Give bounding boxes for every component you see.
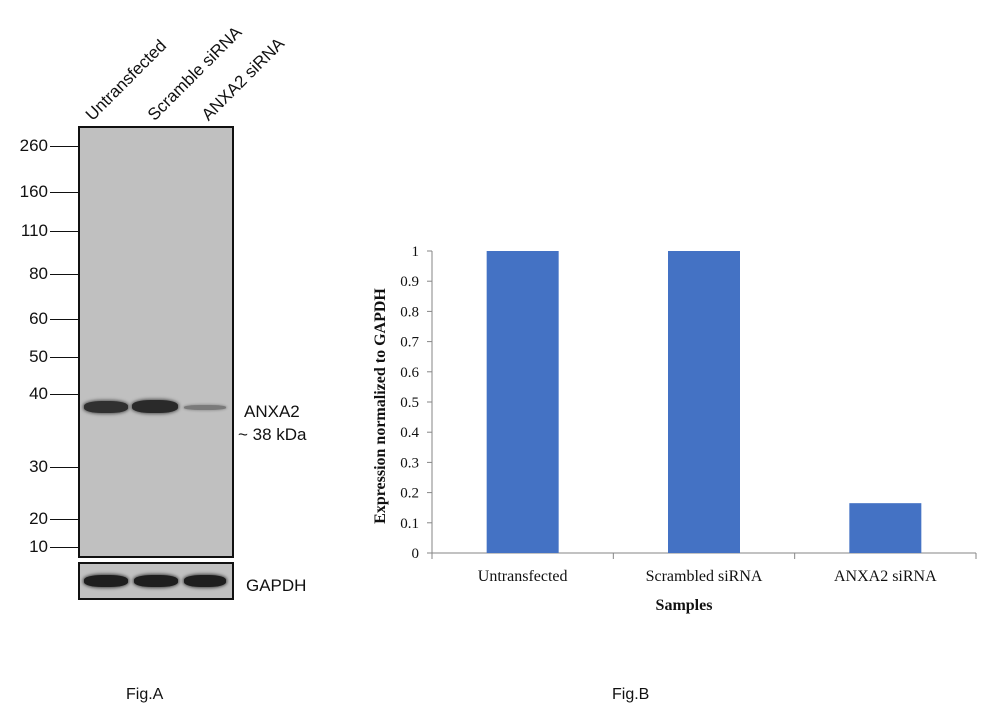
y-tick-label: 0.1	[400, 516, 419, 532]
y-tick-label: 0.8	[400, 304, 419, 320]
mw-tick	[50, 192, 78, 193]
mw-marker-10: 10	[29, 537, 48, 556]
gapdh-band-scramble	[134, 575, 178, 587]
x-tick-label: Untransfected	[478, 568, 568, 585]
bar-anxa2-sirna	[849, 503, 922, 553]
anxa2-band-anxa2-sirna	[184, 405, 226, 410]
y-tick-label: 0.4	[400, 425, 419, 441]
mw-tick	[50, 467, 78, 468]
y-axis-title: Expression normalized to GAPDH	[372, 288, 389, 524]
mw-tick	[50, 519, 78, 520]
gapdh-band-anxa2-sirna	[184, 575, 226, 587]
anxa2-band-scramble	[132, 400, 178, 413]
band-size-label: ~ 38 kDa	[238, 425, 307, 444]
mw-marker-50: 50	[29, 347, 48, 366]
anxa2-band-untransfected	[84, 401, 128, 413]
y-tick-label: 0.5	[400, 395, 419, 411]
mw-marker-20: 20	[29, 509, 48, 528]
y-tick-label: 0.3	[400, 455, 419, 471]
bar-untransfected	[486, 251, 559, 553]
y-tick-label: 0.2	[400, 486, 419, 502]
mw-tick	[50, 231, 78, 232]
mw-tick	[50, 394, 78, 395]
y-tick-label: 1	[412, 244, 420, 260]
x-axis-title: Samples	[656, 597, 713, 614]
mw-marker-40: 40	[29, 384, 48, 403]
fig-b-caption: Fig.B	[612, 686, 650, 703]
mw-marker-30: 30	[29, 457, 48, 476]
y-tick-label: 0.9	[400, 274, 419, 290]
mw-marker-110: 110	[20, 221, 48, 240]
x-tick-label: ANXA2 siRNA	[834, 568, 937, 585]
mw-marker-160: 160	[19, 182, 48, 201]
anxa2-blot	[78, 126, 234, 558]
bar-scrambled-sirna	[668, 251, 740, 553]
y-tick-label: 0	[412, 546, 420, 562]
mw-tick	[50, 319, 78, 320]
mw-marker-260: 260	[19, 136, 48, 155]
control-label-gapdh: GAPDH	[246, 576, 307, 595]
mw-marker-80: 80	[29, 264, 48, 283]
mw-tick	[50, 357, 78, 358]
mw-tick	[50, 274, 78, 275]
y-tick-label: 0.7	[400, 335, 419, 351]
x-tick-label: Scrambled siRNA	[646, 568, 763, 585]
gapdh-band-untransfected	[84, 575, 128, 587]
mw-marker-60: 60	[29, 309, 48, 328]
band-label-anxa2: ANXA2	[244, 402, 300, 421]
mw-tick	[50, 547, 78, 548]
fig-a-caption: Fig.A	[126, 686, 164, 703]
mw-tick	[50, 146, 78, 147]
gapdh-blot	[78, 562, 234, 600]
y-tick-label: 0.6	[400, 365, 419, 381]
